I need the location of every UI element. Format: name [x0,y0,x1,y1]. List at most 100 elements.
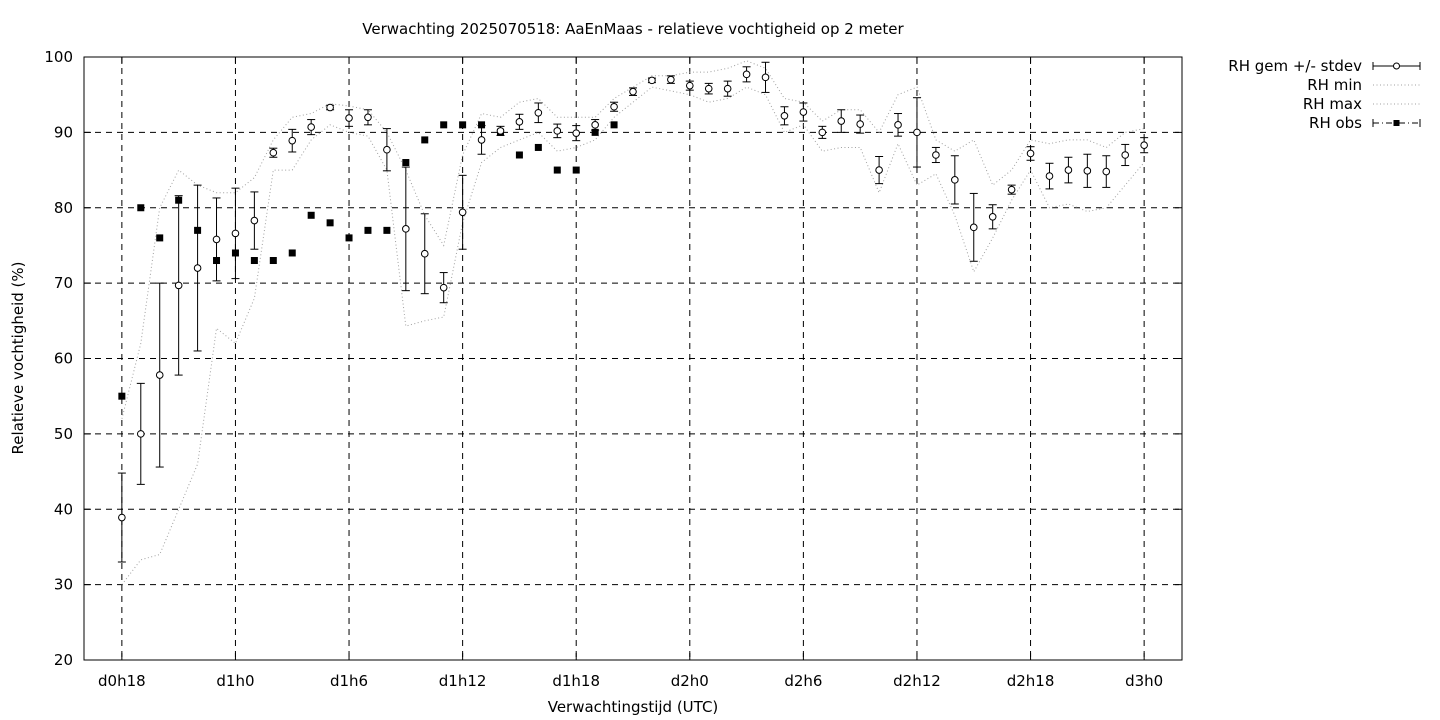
rh-mean-point [704,84,713,93]
rh-obs-point [572,166,580,174]
x-tick-label: d2h12 [893,672,941,690]
rh-mean-point [402,225,410,233]
rh-mean-point [420,249,429,258]
rh-obs-point [250,257,258,265]
y-axis-label: Relatieve vochtigheid (%) [9,261,27,454]
rh-mean-point [761,73,770,82]
rh-mean-point [174,281,183,290]
rh-mean-point [534,108,543,117]
rh-mean-point [458,208,467,217]
rh-mean-point [1140,141,1148,149]
rh-mean-point [383,145,391,154]
rh-mean-point [1026,149,1035,158]
rh-mean-point [913,128,921,137]
rh-max-line [121,60,1145,419]
rh-mean-point [648,76,656,85]
x-tick-label: d3h0 [1125,672,1163,690]
rh-mean-point [610,102,618,111]
rh-mean-point [799,108,808,116]
legend-label: RH obs [1309,114,1362,132]
rh-obs-point [421,136,429,144]
rh-mean-point [951,176,959,184]
rh-mean-point [1064,166,1073,174]
rh-mean-point [155,371,164,379]
x-tick-label: d2h6 [784,672,822,690]
x-tick-label: d1h6 [330,672,368,690]
x-tick-label: d2h18 [1007,672,1055,690]
rh-obs-point [137,204,145,212]
rh-mean-point [193,264,202,272]
rh-obs-point [345,234,353,242]
rh-mean-point [1121,151,1130,159]
rh-mean-point [212,235,221,244]
x-tick-label: d0h18 [98,672,146,690]
rh-mean-point [742,70,751,79]
rh-mean-point [969,223,978,232]
rh-mean-point [723,84,732,93]
y-tick-label: 90 [54,123,73,141]
rh-obs-point [515,151,523,159]
rh-obs-point [553,166,561,174]
rh-obs-point [610,121,618,129]
rh-mean-point [780,111,789,120]
rh-obs-point [288,249,296,257]
rh-obs-point [269,257,277,265]
rh-mean-point [894,121,902,129]
y-tick-label: 60 [54,350,73,368]
rh-mean-point [685,81,694,90]
rh-mean-point [364,113,372,122]
y-tick-label: 50 [54,425,73,443]
legend-label: RH max [1303,95,1362,113]
y-tick-label: 20 [54,651,73,669]
rh-mean-point [136,430,145,438]
grid-lines [84,57,1182,660]
rh-mean-point [1102,167,1111,176]
x-axis-label: Verwachtingstijd (UTC) [548,698,719,716]
rh-obs-point [459,121,467,129]
y-tick-label: 40 [54,500,73,518]
rh-obs-point [478,121,486,129]
rh-mean-point [875,166,883,174]
y-tick-label: 80 [54,199,73,217]
mean-series [117,61,1149,563]
rh-obs-point [440,121,448,129]
rh-obs-point [364,226,372,234]
x-tick-label: d1h12 [439,672,487,690]
rh-mean-point [1007,185,1016,194]
x-tick-label: d1h18 [552,672,600,690]
y-tick-label: 100 [44,48,73,66]
legend-sample-circle [1393,62,1400,70]
rh-mean-point [345,114,353,122]
rh-mean-point [288,136,297,145]
rh-mean-point [988,212,997,221]
rh-obs-point [534,143,542,151]
rh-mean-point [553,127,562,135]
rh-mean-point [477,136,486,144]
rh-mean-point [856,120,864,128]
rh-mean-point [496,127,505,135]
rh-mean-point [629,87,637,96]
rh-obs-point [118,392,126,400]
rh-mean-point [591,121,599,129]
rh-mean-point [250,216,259,225]
rh-mean-point [932,151,940,159]
rh-mean-point [1045,172,1054,180]
rh-obs-point [156,234,164,242]
rh-mean-point [515,118,524,126]
rh-obs-point [326,219,334,227]
rh-mean-point [118,513,126,522]
axis-ticks: 20 30 40 50 60 70 80 90 100 d0h18 d1h0 d1h6 d1h12 d1h… [44,48,1182,690]
rh-min-line [121,86,1145,585]
obs-series [118,121,618,400]
min-max-band [121,60,1145,585]
rh-obs-point [307,211,315,219]
rh-mean-point [667,75,675,84]
rh-obs-point [402,159,410,167]
legend-sample-square [1393,120,1400,126]
rh-mean-point [269,148,278,157]
rh-mean-point [326,103,334,112]
legend-label: RH min [1307,76,1362,94]
rh-mean-point [307,123,315,131]
